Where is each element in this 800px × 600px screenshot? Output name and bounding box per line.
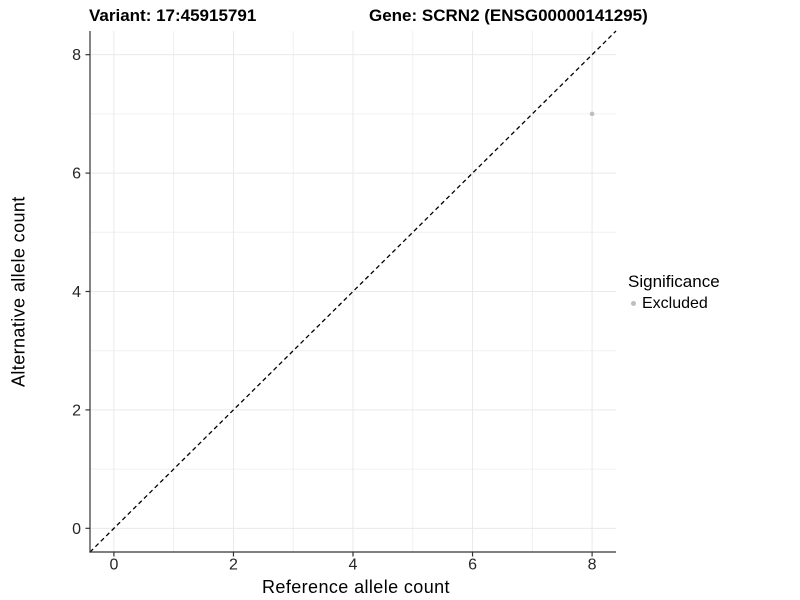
x-tick-label: 4 <box>349 557 358 574</box>
y-tick-label: 2 <box>72 402 81 419</box>
y-tick-label: 0 <box>72 521 81 538</box>
identity-dashed-line <box>89 30 617 553</box>
x-tick-label: 6 <box>468 557 477 574</box>
y-tick-label: 8 <box>72 47 81 64</box>
plot-title-gene: Gene: SCRN2 (ENSG00000141295) <box>369 6 648 25</box>
x-tick-label: 8 <box>588 557 597 574</box>
x-tick-label: 0 <box>109 557 118 574</box>
legend-entry: Excluded <box>628 294 720 313</box>
legend: Significance Excluded <box>628 272 720 313</box>
legend-title: Significance <box>628 272 720 291</box>
data-point <box>589 111 595 117</box>
y-axis-title: Alternative allele count <box>8 196 29 387</box>
y-tick-label: 6 <box>72 166 81 183</box>
legend-entry-label: Excluded <box>642 295 708 312</box>
x-axis-title: Reference allele count <box>262 577 450 597</box>
x-tick-label: 2 <box>229 557 238 574</box>
legend-point-icon <box>631 301 636 306</box>
plot-title-variant: Variant: 17:45915791 <box>89 6 257 25</box>
y-tick-label: 4 <box>72 284 81 301</box>
